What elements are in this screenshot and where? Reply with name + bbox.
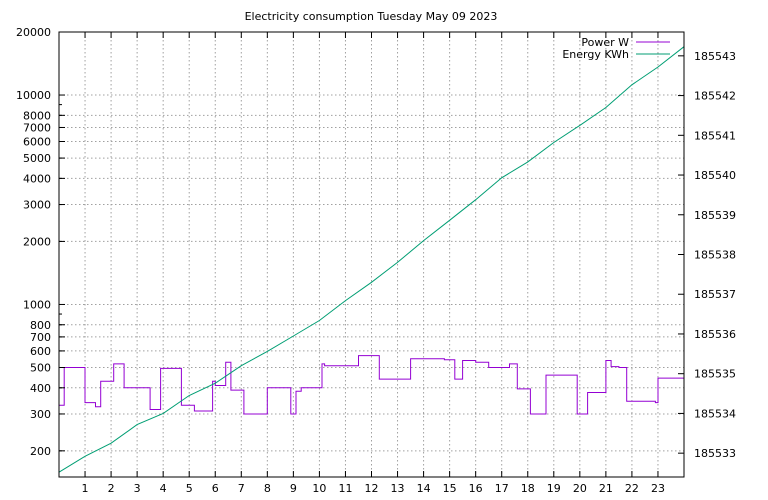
x-tick-label: 22	[625, 482, 639, 495]
x-tick-label: 14	[417, 482, 431, 495]
y-left-tick-label: 3000	[23, 199, 51, 212]
x-tick-label: 23	[651, 482, 665, 495]
y-right-tick-label: 185541	[694, 129, 736, 142]
y-left-tick-label: 6000	[23, 136, 51, 149]
y-right-tick-label: 185536	[694, 328, 736, 341]
x-tick-label: 13	[391, 482, 405, 495]
y-left-tick-label: 600	[30, 345, 51, 358]
x-tick-label: 17	[495, 482, 509, 495]
x-tick-label: 15	[443, 482, 457, 495]
y-left-tick-label: 400	[30, 382, 51, 395]
x-tick-label: 5	[186, 482, 193, 495]
x-tick-label: 18	[521, 482, 535, 495]
chart-title: Electricity consumption Tuesday May 09 2…	[245, 10, 498, 23]
x-tick-label: 7	[238, 482, 245, 495]
y-left-tick-label: 2000	[23, 235, 51, 248]
x-tick-label: 16	[469, 482, 483, 495]
series-layer	[58, 46, 685, 473]
y-right-tick-label: 185533	[694, 447, 736, 460]
y-left-tick-label: 700	[30, 331, 51, 344]
x-tick-label: 6	[212, 482, 219, 495]
x-tick-label: 20	[573, 482, 587, 495]
x-tick-label: 1	[82, 482, 89, 495]
y-right-tick-label: 185534	[694, 407, 736, 420]
x-tick-label: 4	[160, 482, 167, 495]
y-right-tick-label: 185542	[694, 90, 736, 103]
y-right-tick-label: 185540	[694, 169, 736, 182]
x-tick-label: 19	[547, 482, 561, 495]
y-left-tick-label: 500	[30, 361, 51, 374]
x-tick-label: 8	[264, 482, 271, 495]
x-tick-label: 21	[599, 482, 613, 495]
y-left-tick-label: 5000	[23, 152, 51, 165]
y-left-tick-label: 20000	[16, 26, 51, 39]
y-left-tick-label: 200	[30, 445, 51, 458]
x-tick-label: 9	[290, 482, 297, 495]
x-tick-label: 3	[134, 482, 141, 495]
series-line-power-w	[59, 355, 684, 415]
y-right-tick-label: 185537	[694, 288, 736, 301]
x-tick-label: 11	[338, 482, 352, 495]
grid	[59, 31, 684, 477]
y-right-tick-label: 185543	[694, 50, 736, 63]
y-left-tick-label: 300	[30, 408, 51, 421]
x-tick-label: 12	[365, 482, 379, 495]
y-left-tick-label: 8000	[23, 109, 51, 122]
y-left-tick-label: 1000	[23, 298, 51, 311]
legend-label: Energy KWh	[562, 48, 629, 61]
series-line-energy-kwh	[58, 46, 685, 473]
axes: 1 2 3 4 5 6 7 8 9 10 11 12 13 14 15 16 17 18 19 20 21 22 23200…	[16, 26, 736, 495]
y-left-tick-label: 10000	[16, 89, 51, 102]
plot-frame	[58, 31, 685, 478]
x-tick-label: 2	[108, 482, 115, 495]
y-left-tick-label: 7000	[23, 121, 51, 134]
y-right-tick-label: 185535	[694, 368, 736, 381]
y-right-tick-label: 185538	[694, 249, 736, 262]
y-left-tick-label: 800	[30, 319, 51, 332]
legend-label: Power W	[581, 36, 629, 49]
y-right-tick-label: 185539	[694, 209, 736, 222]
x-tick-label: 10	[312, 482, 326, 495]
y-left-tick-label: 4000	[23, 172, 51, 185]
